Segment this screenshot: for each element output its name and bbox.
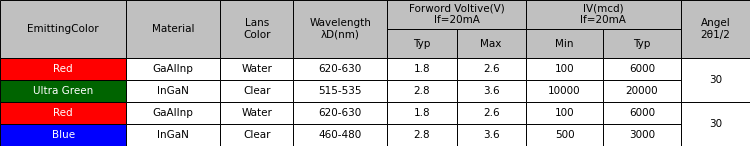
Text: Blue: Blue bbox=[52, 130, 75, 140]
Text: 620-630: 620-630 bbox=[319, 64, 362, 74]
Bar bbox=[457, 29, 526, 58]
Text: 30: 30 bbox=[709, 119, 722, 129]
Bar bbox=[387, 102, 457, 124]
Bar bbox=[387, 0, 526, 29]
Text: Max: Max bbox=[481, 39, 502, 49]
Text: 3.6: 3.6 bbox=[483, 86, 500, 96]
Bar bbox=[603, 124, 681, 146]
Bar bbox=[126, 58, 220, 80]
Bar bbox=[220, 80, 293, 102]
Bar bbox=[603, 29, 681, 58]
Bar bbox=[457, 80, 526, 102]
Bar bbox=[603, 58, 681, 80]
Bar bbox=[220, 0, 293, 58]
Bar bbox=[293, 124, 387, 146]
Bar bbox=[126, 102, 220, 124]
Text: 2.8: 2.8 bbox=[413, 86, 430, 96]
Text: GaAllnp: GaAllnp bbox=[153, 64, 194, 74]
Text: Angel
2θ1/2: Angel 2θ1/2 bbox=[700, 18, 730, 40]
Text: 30: 30 bbox=[709, 75, 722, 85]
Bar bbox=[293, 80, 387, 102]
Bar bbox=[293, 102, 387, 124]
Text: Typ: Typ bbox=[633, 39, 651, 49]
Text: Clear: Clear bbox=[243, 86, 271, 96]
Text: EmittingColor: EmittingColor bbox=[27, 24, 99, 34]
Text: Forword Voltive(V)
If=20mA: Forword Voltive(V) If=20mA bbox=[409, 4, 505, 25]
Text: 2.6: 2.6 bbox=[483, 108, 500, 118]
Bar bbox=[0, 124, 126, 146]
Text: GaAllnp: GaAllnp bbox=[153, 108, 194, 118]
Bar bbox=[126, 0, 220, 58]
Text: Ultra Green: Ultra Green bbox=[33, 86, 93, 96]
Text: 1.8: 1.8 bbox=[413, 108, 430, 118]
Text: Typ: Typ bbox=[413, 39, 430, 49]
Bar bbox=[526, 80, 603, 102]
Text: Water: Water bbox=[242, 108, 272, 118]
Bar bbox=[457, 124, 526, 146]
Text: Red: Red bbox=[53, 108, 73, 118]
Bar bbox=[220, 124, 293, 146]
Bar bbox=[220, 102, 293, 124]
Bar bbox=[526, 29, 603, 58]
Text: 10000: 10000 bbox=[548, 86, 580, 96]
Text: InGaN: InGaN bbox=[158, 130, 189, 140]
Bar bbox=[526, 102, 603, 124]
Bar bbox=[387, 124, 457, 146]
Bar bbox=[0, 80, 126, 102]
Text: 515-535: 515-535 bbox=[319, 86, 362, 96]
Bar bbox=[0, 58, 126, 80]
Bar bbox=[526, 0, 681, 29]
Text: Clear: Clear bbox=[243, 130, 271, 140]
Bar bbox=[0, 102, 126, 124]
Text: Lans
Color: Lans Color bbox=[243, 18, 271, 40]
Text: 500: 500 bbox=[555, 130, 574, 140]
Bar bbox=[681, 0, 750, 58]
Text: 3000: 3000 bbox=[629, 130, 655, 140]
Text: InGaN: InGaN bbox=[158, 86, 189, 96]
Text: 1.8: 1.8 bbox=[413, 64, 430, 74]
Text: Wavelength
λD(nm): Wavelength λD(nm) bbox=[310, 18, 371, 40]
Bar bbox=[220, 58, 293, 80]
Text: Water: Water bbox=[242, 64, 272, 74]
Bar bbox=[293, 0, 387, 58]
Text: Red: Red bbox=[53, 64, 73, 74]
Text: 6000: 6000 bbox=[629, 108, 655, 118]
Bar bbox=[387, 58, 457, 80]
Text: 100: 100 bbox=[555, 108, 574, 118]
Bar bbox=[457, 58, 526, 80]
Bar bbox=[681, 102, 750, 146]
Bar bbox=[603, 80, 681, 102]
Bar bbox=[387, 80, 457, 102]
Text: Min: Min bbox=[555, 39, 574, 49]
Bar bbox=[387, 29, 457, 58]
Text: 6000: 6000 bbox=[629, 64, 655, 74]
Bar bbox=[603, 102, 681, 124]
Text: IV(mcd)
If=20mA: IV(mcd) If=20mA bbox=[580, 4, 626, 25]
Bar bbox=[526, 58, 603, 80]
Bar bbox=[293, 58, 387, 80]
Text: 20000: 20000 bbox=[626, 86, 658, 96]
Bar bbox=[681, 58, 750, 102]
Bar bbox=[457, 102, 526, 124]
Text: Material: Material bbox=[152, 24, 194, 34]
Text: 3.6: 3.6 bbox=[483, 130, 500, 140]
Bar bbox=[126, 80, 220, 102]
Bar bbox=[0, 0, 126, 58]
Bar bbox=[526, 124, 603, 146]
Text: 2.8: 2.8 bbox=[413, 130, 430, 140]
Bar bbox=[126, 124, 220, 146]
Text: 100: 100 bbox=[555, 64, 574, 74]
Text: 620-630: 620-630 bbox=[319, 108, 362, 118]
Text: 460-480: 460-480 bbox=[319, 130, 362, 140]
Text: 2.6: 2.6 bbox=[483, 64, 500, 74]
